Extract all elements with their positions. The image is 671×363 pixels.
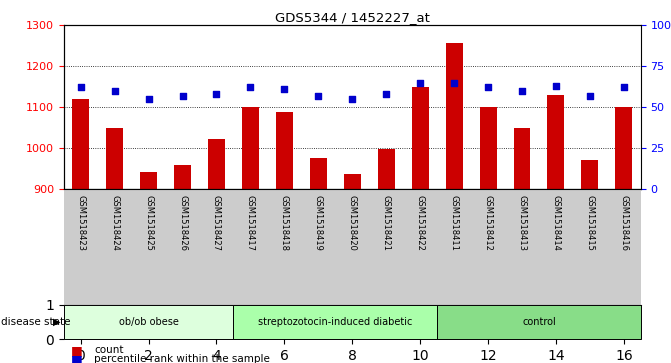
Point: [211, 91, 222, 97]
Bar: [412, 87, 429, 189]
Text: GSM1518417: GSM1518417: [246, 195, 255, 250]
Text: GSM1518412: GSM1518412: [484, 195, 493, 250]
Text: GSM1518414: GSM1518414: [552, 195, 560, 250]
Bar: [548, 95, 564, 189]
Text: ▶: ▶: [53, 317, 60, 327]
Bar: [615, 107, 632, 189]
Text: GSM1518426: GSM1518426: [178, 195, 187, 250]
Bar: [344, 175, 361, 189]
Text: GSM1518420: GSM1518420: [348, 195, 357, 250]
Text: GSM1518421: GSM1518421: [382, 195, 391, 250]
Point: [517, 88, 527, 94]
Text: ■: ■: [70, 344, 83, 357]
Text: GSM1518418: GSM1518418: [280, 195, 289, 250]
Text: GSM1518422: GSM1518422: [415, 195, 425, 250]
Text: GSM1518424: GSM1518424: [110, 195, 119, 250]
Point: [482, 85, 493, 90]
Bar: [513, 128, 531, 189]
Bar: [378, 149, 395, 189]
Bar: [480, 107, 497, 189]
Text: streptozotocin-induced diabetic: streptozotocin-induced diabetic: [258, 317, 413, 327]
Bar: [208, 139, 225, 189]
Point: [245, 85, 256, 90]
Point: [584, 93, 595, 98]
Point: [75, 85, 86, 90]
Text: ■: ■: [70, 353, 83, 363]
Point: [415, 79, 425, 85]
Bar: [437, 305, 641, 339]
Point: [347, 96, 358, 102]
Bar: [106, 128, 123, 189]
Text: percentile rank within the sample: percentile rank within the sample: [94, 354, 270, 363]
Point: [177, 93, 188, 98]
Point: [143, 96, 154, 102]
Text: GSM1518419: GSM1518419: [314, 195, 323, 250]
Text: GSM1518413: GSM1518413: [517, 195, 527, 250]
Bar: [140, 172, 157, 189]
Point: [313, 93, 323, 98]
Bar: [581, 160, 599, 189]
Text: count: count: [94, 345, 123, 355]
Point: [551, 83, 562, 89]
Bar: [276, 112, 293, 189]
Point: [449, 79, 460, 85]
Text: ob/ob obese: ob/ob obese: [119, 317, 178, 327]
Text: GSM1518423: GSM1518423: [76, 195, 85, 250]
Point: [109, 88, 120, 94]
Point: [279, 86, 290, 92]
Text: disease state: disease state: [1, 317, 71, 327]
Text: GSM1518411: GSM1518411: [450, 195, 458, 250]
Bar: [310, 158, 327, 189]
Bar: [174, 165, 191, 189]
Bar: [64, 305, 234, 339]
Point: [381, 91, 392, 97]
Bar: [72, 99, 89, 189]
Bar: [446, 42, 462, 189]
Title: GDS5344 / 1452227_at: GDS5344 / 1452227_at: [275, 11, 429, 24]
Text: GSM1518415: GSM1518415: [585, 195, 595, 250]
Point: [619, 85, 629, 90]
Text: control: control: [522, 317, 556, 327]
Bar: [234, 305, 437, 339]
Bar: [242, 107, 259, 189]
Text: GSM1518416: GSM1518416: [619, 195, 628, 250]
Text: GSM1518427: GSM1518427: [212, 195, 221, 250]
Text: GSM1518425: GSM1518425: [144, 195, 153, 250]
